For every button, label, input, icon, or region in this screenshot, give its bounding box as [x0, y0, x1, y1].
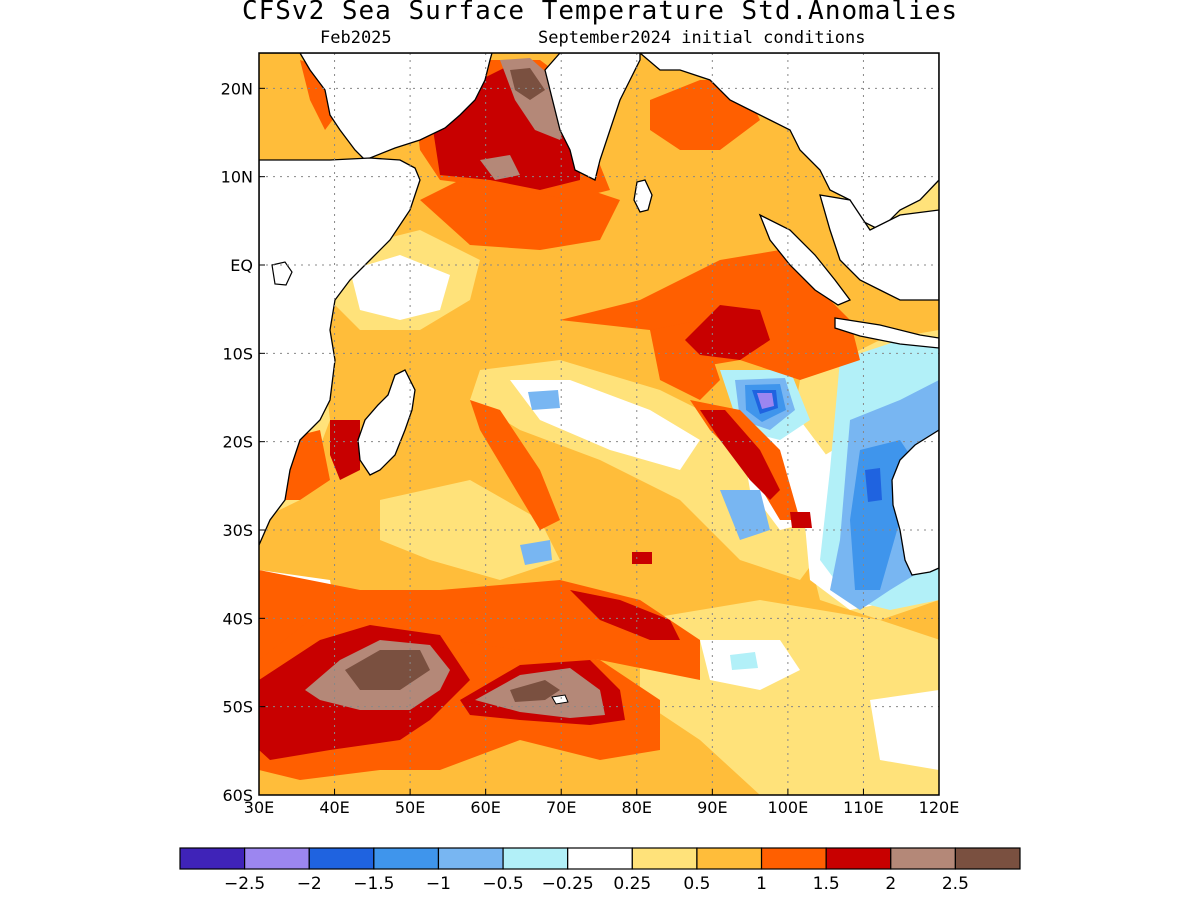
x-tick-label: 110E [843, 798, 884, 817]
colorbar-swatch [502, 847, 569, 870]
y-tick-label: 10S [222, 344, 253, 363]
x-tick-label: 50E [395, 798, 425, 817]
colorbar-label: −0.25 [542, 874, 594, 894]
colorbar-swatch [567, 847, 633, 870]
anomaly-field-near-zero [870, 690, 939, 770]
y-tick-label: EQ [230, 256, 253, 275]
graticule [259, 53, 939, 795]
anomaly-field-neg1p5 [865, 468, 882, 502]
colorbar-label: −1.5 [353, 874, 394, 894]
land-kerguelen [551, 694, 569, 705]
y-tick-label: 30S [222, 521, 253, 540]
land-java [834, 317, 939, 349]
colorbar-swatch [179, 847, 246, 870]
anomaly-field-2 [685, 305, 770, 360]
colorbar-swatch [760, 847, 827, 870]
colorbar-swatch [308, 847, 375, 870]
land-lake-victoria [271, 261, 293, 286]
anomaly-field-2p5 [345, 650, 430, 690]
land-sumatra [758, 213, 852, 306]
land-australia [891, 429, 939, 576]
colorbar-swatch [437, 847, 504, 870]
anomaly-field-neg2 [757, 393, 774, 409]
anomaly-field-near-zero [350, 255, 450, 320]
y-tick-label: 20N [221, 79, 253, 98]
anomaly-field-2p5 [480, 155, 520, 180]
colorbar-label: 0.5 [683, 874, 710, 894]
x-tick-label: 120E [919, 798, 960, 817]
anomaly-field-1p5 [470, 400, 560, 530]
land-arabia [259, 53, 493, 161]
colorbar-label: −2.5 [224, 874, 265, 894]
anomaly-field-neg0p5 [520, 540, 552, 565]
colorbar-label: 0.25 [613, 874, 651, 894]
forecast-month: Feb2025 [320, 28, 392, 48]
y-tick-label: 20S [222, 433, 253, 452]
land-sri-lanka [633, 179, 653, 213]
anomaly-field-2p5 [510, 68, 545, 100]
land-se-asia [638, 53, 939, 231]
colorbar-swatch [373, 847, 440, 870]
colorbar-label: −0.5 [482, 874, 523, 894]
y-tick-label: 40S [222, 609, 253, 628]
colorbar-swatch [696, 847, 763, 870]
colorbar-label: −1 [426, 874, 451, 894]
colorbar-label: −2 [297, 874, 322, 894]
anomaly-field-2p5 [510, 680, 560, 702]
anomaly-field-2 [330, 420, 360, 480]
land-madagascar [357, 369, 416, 476]
colorbar-swatch [890, 847, 956, 870]
anomaly-field-2 [632, 552, 652, 564]
chart-title: CFSv2 Sea Surface Temperature Std.Anomal… [241, 0, 959, 26]
colorbar-label: 1 [756, 874, 767, 894]
x-tick-label: 80E [622, 798, 652, 817]
colorbar-label: 1.5 [813, 874, 840, 894]
anomaly-field-neg0p5 [528, 390, 560, 410]
land-india [544, 53, 641, 181]
plot-frame [258, 52, 940, 796]
colorbar-swatch [825, 847, 892, 870]
colorbar-swatch [244, 847, 310, 870]
x-tick-label: 60E [470, 798, 500, 817]
colorbar-label: 2 [885, 874, 896, 894]
axis-ticks: 30E 40E 50E 60E 70E 80E 90E 100E 110E 120E 20N 10N E… [221, 79, 960, 817]
x-tick-label: 90E [697, 798, 727, 817]
colorbar-label: 2.5 [942, 874, 969, 894]
x-tick-label: 70E [546, 798, 576, 817]
anomaly-field-2 [700, 410, 780, 500]
anomaly-field-neg0p25 [730, 652, 758, 670]
colorbar-swatch [954, 847, 1021, 870]
colorbar-swatch [631, 847, 698, 870]
initial-conditions-label: September2024 initial conditions [538, 28, 866, 48]
land-malaysia [819, 194, 939, 301]
x-tick-label: 40E [319, 798, 349, 817]
anomaly-field-neg0p5 [720, 490, 770, 540]
y-tick-label: 50S [222, 698, 253, 717]
anomaly-field-2 [570, 590, 680, 640]
colorbar: −2.5 −2 −1.5 −1 −0.5 −0.25 0.25 0.5 1 1.5 2 2.5 [179, 847, 1021, 894]
y-tick-label: 10N [221, 168, 253, 187]
y-tick-label: 60S [222, 786, 253, 805]
land-masses [259, 53, 939, 705]
anomaly-field-2 [790, 512, 812, 528]
x-tick-label: 30E [244, 798, 274, 817]
x-tick-label: 100E [768, 798, 809, 817]
